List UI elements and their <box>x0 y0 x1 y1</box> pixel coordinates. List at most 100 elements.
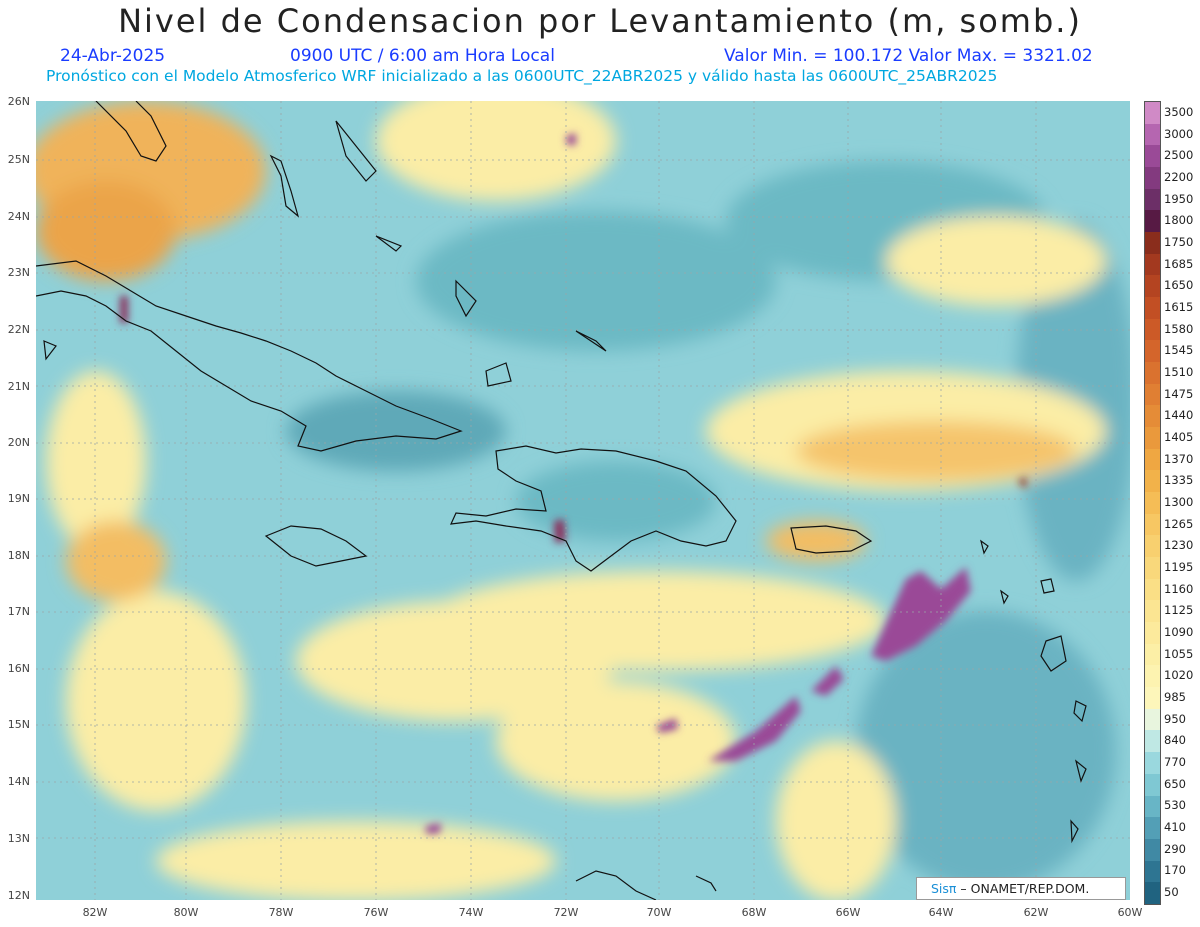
colorbar-swatch <box>1145 448 1160 471</box>
colorbar-label: 2500 <box>1164 148 1194 163</box>
colorbar-swatch <box>1145 838 1160 861</box>
colorbar-label: 1440 <box>1164 408 1194 423</box>
colorbar-swatch <box>1145 643 1160 666</box>
lon-label: 68W <box>741 906 767 919</box>
colorbar-swatch <box>1145 405 1160 428</box>
lon-label: 82W <box>82 906 108 919</box>
colorbar-label: 1545 <box>1164 343 1194 358</box>
colorbar-label: 2200 <box>1164 169 1194 184</box>
lat-label: 15N <box>7 718 30 731</box>
coastlines <box>36 101 1087 900</box>
lon-label: 74W <box>458 906 484 919</box>
lon-label: 72W <box>553 906 579 919</box>
colorbar-label: 1510 <box>1164 364 1194 379</box>
lcl-map <box>36 101 1130 900</box>
lon-label: 66W <box>835 906 861 919</box>
graticule <box>36 101 1130 900</box>
lat-label: 14N <box>7 775 30 788</box>
lat-label: 26N <box>7 95 30 108</box>
colorbar-label: 1405 <box>1164 429 1194 444</box>
colorbar-swatch <box>1145 383 1160 406</box>
credit-text: – ONAMET/REP.DOM. <box>956 881 1090 896</box>
colorbar-swatch <box>1145 600 1160 623</box>
colorbar-label: 1370 <box>1164 451 1194 466</box>
lat-label: 19N <box>7 492 30 505</box>
colorbar-label: 770 <box>1164 755 1186 770</box>
lon-label: 60W <box>1117 906 1143 919</box>
colorbar-label: 1090 <box>1164 625 1194 640</box>
colorbar <box>1144 101 1161 905</box>
lat-label: 22N <box>7 323 30 336</box>
lon-label: 70W <box>646 906 672 919</box>
colorbar-label: 1750 <box>1164 234 1194 249</box>
lat-label: 24N <box>7 210 30 223</box>
colorbar-swatch <box>1145 167 1160 189</box>
colorbar-swatch <box>1145 427 1160 449</box>
colorbar-label: 1615 <box>1164 299 1194 314</box>
colorbar-label: 3000 <box>1164 126 1194 141</box>
lon-label: 76W <box>363 906 389 919</box>
colorbar-swatch <box>1145 882 1160 904</box>
colorbar-label: 1195 <box>1164 560 1194 575</box>
lat-label: 18N <box>7 549 30 562</box>
lat-label: 23N <box>7 266 30 279</box>
colorbar-label: 50 <box>1164 885 1179 900</box>
colorbar-label: 1800 <box>1164 213 1194 228</box>
colorbar-swatch <box>1145 318 1160 341</box>
lat-label: 25N <box>7 153 30 166</box>
colorbar-swatch <box>1145 557 1160 579</box>
colorbar-swatch <box>1145 687 1160 709</box>
lat-label: 12N <box>7 889 30 902</box>
lat-label: 21N <box>7 380 30 393</box>
forecast-date: 24-Abr-2025 <box>60 46 166 66</box>
min-max-values: Valor Min. = 100.172 Valor Max. = 3321.0… <box>724 46 1093 66</box>
colorbar-label: 950 <box>1164 711 1186 726</box>
map-title: Nivel de Condensacion por Levantamiento … <box>118 2 1082 40</box>
colorbar-label: 1230 <box>1164 538 1194 553</box>
colorbar-label: 1475 <box>1164 386 1194 401</box>
lat-label: 17N <box>7 605 30 618</box>
colorbar-label: 1160 <box>1164 581 1194 596</box>
colorbar-swatch <box>1145 513 1160 536</box>
colorbar-label: 840 <box>1164 733 1186 748</box>
colorbar-swatch <box>1145 340 1160 363</box>
colorbar-swatch <box>1145 578 1160 601</box>
colorbar-label: 1950 <box>1164 191 1194 206</box>
lon-label: 64W <box>928 906 954 919</box>
colorbar-label: 985 <box>1164 690 1186 705</box>
colorbar-swatch <box>1145 210 1160 233</box>
colorbar-label: 1580 <box>1164 321 1194 336</box>
colorbar-swatch <box>1145 665 1160 688</box>
colorbar-label: 170 <box>1164 863 1186 878</box>
model-info: Pronóstico con el Modelo Atmosferico WRF… <box>46 67 998 85</box>
colorbar-label: 1685 <box>1164 256 1194 271</box>
high-lcl-regions <box>120 133 1026 834</box>
colorbar-swatch <box>1145 232 1160 254</box>
forecast-time: 0900 UTC / 6:00 am Hora Local <box>290 46 555 66</box>
colorbar-label: 1335 <box>1164 473 1194 488</box>
colorbar-swatch <box>1145 145 1160 168</box>
colorbar-label: 410 <box>1164 820 1186 835</box>
colorbar-label: 530 <box>1164 798 1186 813</box>
colorbar-label: 1055 <box>1164 646 1194 661</box>
lon-label: 78W <box>268 906 294 919</box>
colorbar-swatch <box>1145 188 1160 211</box>
credit-box: Sisπ – ONAMET/REP.DOM. <box>916 877 1126 900</box>
colorbar-label: 1300 <box>1164 495 1194 509</box>
colorbar-swatch <box>1145 123 1160 146</box>
lat-label: 13N <box>7 832 30 845</box>
colorbar-label: 1125 <box>1164 603 1194 618</box>
colorbar-label: 290 <box>1164 841 1186 856</box>
colorbar-swatch <box>1145 253 1160 276</box>
colorbar-swatch <box>1145 535 1160 558</box>
colorbar-swatch <box>1145 795 1160 818</box>
lat-label: 16N <box>7 662 30 675</box>
colorbar-swatch <box>1145 492 1160 514</box>
colorbar-label: 1650 <box>1164 278 1194 293</box>
colorbar-swatch <box>1145 622 1160 644</box>
colorbar-swatch <box>1145 773 1160 796</box>
colorbar-swatch <box>1145 362 1160 384</box>
colorbar-swatch <box>1145 297 1160 319</box>
lon-label: 62W <box>1023 906 1049 919</box>
colorbar-label: 650 <box>1164 776 1186 791</box>
